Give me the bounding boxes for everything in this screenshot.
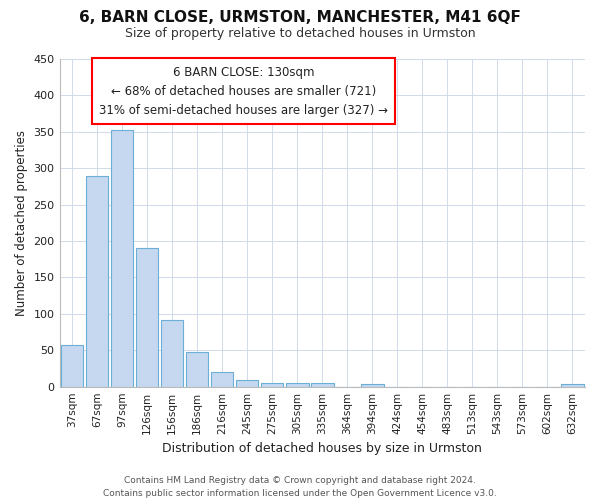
Bar <box>286 383 308 386</box>
Bar <box>236 380 259 386</box>
Bar <box>61 345 83 387</box>
Bar <box>211 372 233 386</box>
Bar <box>111 130 133 386</box>
Text: 6 BARN CLOSE: 130sqm
← 68% of detached houses are smaller (721)
31% of semi-deta: 6 BARN CLOSE: 130sqm ← 68% of detached h… <box>99 66 388 116</box>
Y-axis label: Number of detached properties: Number of detached properties <box>15 130 28 316</box>
Bar <box>561 384 584 386</box>
Bar <box>186 352 208 386</box>
Bar <box>161 320 184 386</box>
X-axis label: Distribution of detached houses by size in Urmston: Distribution of detached houses by size … <box>163 442 482 455</box>
Text: Contains HM Land Registry data © Crown copyright and database right 2024.
Contai: Contains HM Land Registry data © Crown c… <box>103 476 497 498</box>
Text: Size of property relative to detached houses in Urmston: Size of property relative to detached ho… <box>125 28 475 40</box>
Bar <box>261 383 283 386</box>
Bar <box>311 383 334 386</box>
Text: 6, BARN CLOSE, URMSTON, MANCHESTER, M41 6QF: 6, BARN CLOSE, URMSTON, MANCHESTER, M41 … <box>79 10 521 25</box>
Bar <box>136 248 158 386</box>
Bar <box>361 384 383 386</box>
Bar <box>86 176 109 386</box>
